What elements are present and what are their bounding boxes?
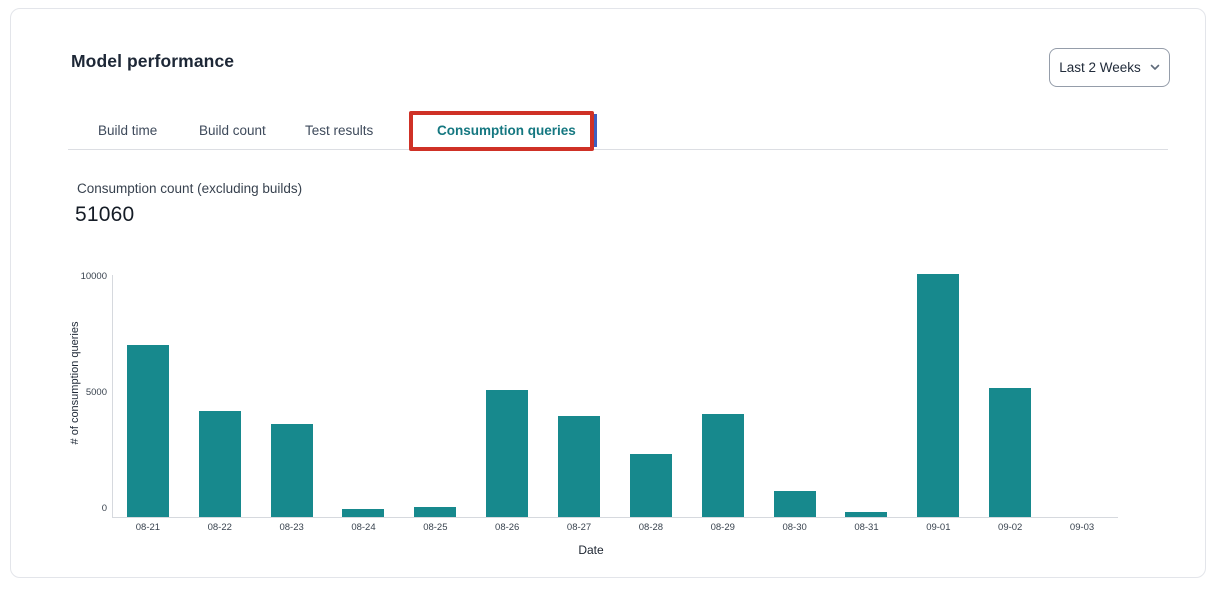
x-tick-08-31: 08-31 [854, 522, 879, 533]
x-tick-08-28: 08-28 [638, 522, 664, 533]
bar-slot-08-24 [328, 275, 400, 517]
bar-slot-09-02 [974, 275, 1046, 517]
x-tick-08-24: 08-24 [351, 522, 376, 533]
bar-08-30[interactable] [773, 491, 816, 517]
x-axis-ticks: 08-21 08-22 08-23 08-24 08-25 08-26 08-27 08-28… [112, 522, 1118, 534]
bar-slot-09-01 [902, 274, 974, 517]
date-range-dropdown[interactable]: Last 2 Weeks [1049, 48, 1170, 87]
x-tick-08-26: 08-26 [495, 522, 520, 533]
x-tick-08-22: 08-22 [207, 522, 232, 533]
bar-08-22[interactable] [198, 411, 241, 517]
x-tick-08-27: 08-27 [566, 522, 592, 533]
bar-08-29[interactable] [701, 414, 744, 517]
y-axis-label: # of consumption queries [69, 321, 81, 445]
metric-value: 51060 [75, 203, 135, 226]
bar-08-28[interactable] [629, 454, 672, 517]
date-range-value: Last 2 Weeks [1059, 60, 1141, 75]
y-tick-10000: 10000 [80, 271, 107, 282]
bar-08-21[interactable] [126, 345, 169, 517]
bar-slot-08-28 [615, 275, 687, 517]
bar-08-27[interactable] [558, 416, 601, 517]
tab-build-count[interactable]: Build count [199, 123, 266, 138]
x-tick-09-02: 09-02 [998, 522, 1023, 533]
chevron-down-icon [1150, 64, 1160, 71]
model-performance-card: Model performance Last 2 Weeks Build tim… [10, 8, 1206, 578]
bar-slot-08-27 [543, 275, 615, 517]
tab-bar-divider [68, 149, 1168, 150]
x-tick-09-03: 09-03 [1069, 522, 1095, 533]
bar-chart [112, 274, 1118, 517]
bar-09-01[interactable] [917, 274, 960, 517]
bar-slot-08-31 [831, 275, 903, 517]
x-axis-line [112, 517, 1118, 518]
bar-08-25[interactable] [414, 507, 457, 517]
x-tick-08-23: 08-23 [279, 522, 304, 533]
bar-slot-08-23 [256, 275, 328, 517]
page-title: Model performance [71, 51, 235, 71]
x-tick-09-01: 09-01 [926, 522, 951, 533]
tab-build-time[interactable]: Build time [98, 123, 158, 138]
bar-slot-08-26 [471, 275, 543, 517]
bar-slot-08-30 [759, 275, 831, 517]
bar-08-23[interactable] [270, 424, 313, 517]
x-tick-08-21: 08-21 [135, 522, 161, 533]
bar-08-24[interactable] [342, 509, 385, 517]
bar-09-02[interactable] [989, 388, 1032, 517]
metric-label: Consumption count (excluding builds) [77, 181, 303, 196]
tab-consumption-queries[interactable]: Consumption queries [437, 123, 576, 138]
bar-slot-09-03 [1046, 275, 1118, 517]
y-tick-0: 0 [101, 503, 107, 514]
bar-08-31[interactable] [845, 512, 888, 517]
y-axis-line [112, 275, 113, 517]
x-tick-08-30: 08-30 [782, 522, 807, 533]
x-tick-08-29: 08-29 [710, 522, 735, 533]
bar-slot-08-25 [399, 275, 471, 517]
bar-slot-08-22 [184, 275, 256, 517]
annotation-blue-edge [593, 114, 597, 147]
bar-slot-08-21 [112, 275, 184, 517]
bar-slot-08-29 [687, 275, 759, 517]
y-tick-5000: 5000 [85, 387, 107, 398]
x-axis-label: Date [578, 543, 604, 557]
bar-08-26[interactable] [486, 390, 529, 517]
x-tick-08-25: 08-25 [423, 522, 448, 533]
tab-test-results[interactable]: Test results [305, 123, 374, 138]
